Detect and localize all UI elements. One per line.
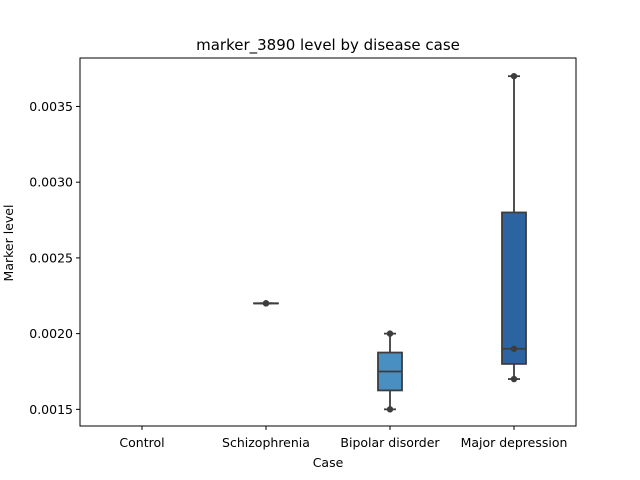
plot-frame <box>79 57 577 427</box>
x-tick-label: Control <box>119 435 164 450</box>
plot-layer <box>253 72 527 413</box>
x-tick-label: Major depression <box>461 435 568 450</box>
box-group <box>377 330 403 413</box>
y-tick-label: 0.0030 <box>29 175 73 190</box>
box-group <box>501 72 527 383</box>
data-point <box>510 375 518 383</box>
y-tick-label: 0.0020 <box>29 326 73 341</box>
y-tick-label: 0.0035 <box>29 99 73 114</box>
data-point <box>510 72 518 80</box>
data-point <box>386 406 394 413</box>
x-axis: Control Schizophrenia Bipolar disorder Majo… <box>119 426 567 450</box>
y-tick-label: 0.0015 <box>29 402 73 417</box>
y-axis-label: Marker level <box>1 205 16 282</box>
y-tick-label: 0.0025 <box>29 250 73 265</box>
x-tick-label: Bipolar disorder <box>340 435 440 450</box>
data-point <box>386 330 394 337</box>
y-axis: 0.0015 0.0020 0.0025 0.0030 0.0035 <box>29 99 80 417</box>
data-point <box>262 300 270 307</box>
x-axis-label: Case <box>313 455 344 470</box>
box-group <box>253 300 279 307</box>
chart-title: marker_3890 level by disease case <box>196 36 460 55</box>
data-point <box>510 345 518 352</box>
box-iqr <box>501 211 527 365</box>
x-tick-label: Schizophrenia <box>222 435 310 450</box>
